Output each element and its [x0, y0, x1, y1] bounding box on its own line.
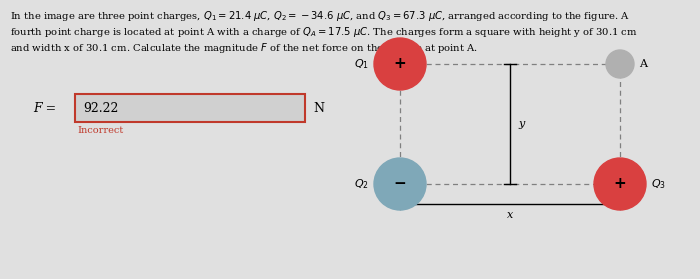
Text: −: −	[393, 177, 407, 191]
Circle shape	[374, 38, 426, 90]
Text: $Q_2$: $Q_2$	[354, 177, 369, 191]
Text: Incorrect: Incorrect	[77, 126, 123, 135]
Text: F =: F =	[33, 102, 56, 114]
Circle shape	[594, 158, 646, 210]
Circle shape	[374, 158, 426, 210]
Text: A: A	[639, 59, 647, 69]
Text: x: x	[507, 210, 513, 220]
Text: In the image are three point charges, $Q_1 = 21.4\ \mu C$, $Q_2 = -34.6\ \mu C$,: In the image are three point charges, $Q…	[10, 9, 630, 23]
Text: fourth point charge is located at point A with a charge of $Q_A = 17.5\ \mu C$. : fourth point charge is located at point …	[10, 25, 638, 39]
Text: 92.22: 92.22	[83, 102, 118, 114]
Text: N: N	[313, 102, 324, 114]
Text: $Q_1$: $Q_1$	[354, 57, 369, 71]
FancyBboxPatch shape	[75, 94, 305, 122]
Text: $Q_3$: $Q_3$	[651, 177, 666, 191]
Text: and width x of 30.1 cm. Calculate the magnitude $F$ of the net force on the char: and width x of 30.1 cm. Calculate the ma…	[10, 41, 478, 55]
Circle shape	[606, 50, 634, 78]
Text: +: +	[614, 177, 626, 191]
Text: y: y	[518, 119, 524, 129]
Text: +: +	[393, 57, 407, 71]
